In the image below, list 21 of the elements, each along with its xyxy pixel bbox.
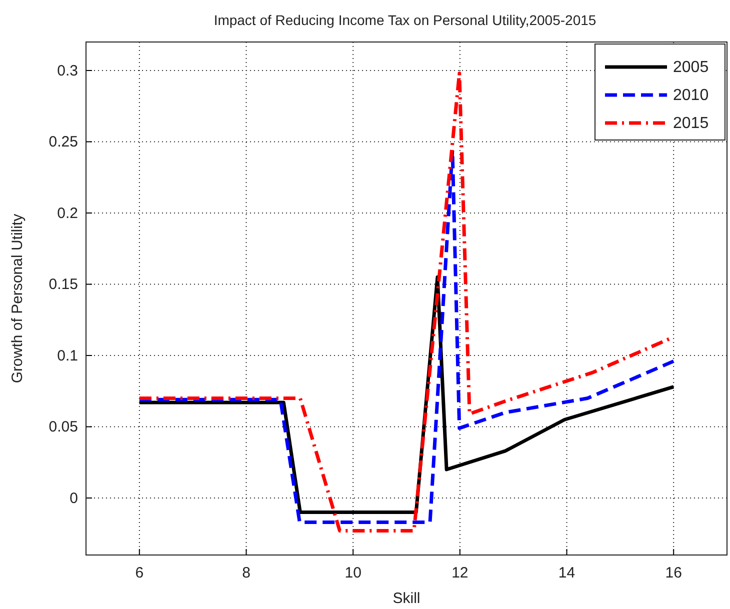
y-tick-label: 0.3	[57, 62, 78, 80]
y-tick-label: 0	[70, 490, 78, 507]
y-tick-label: 0.15	[48, 276, 78, 294]
legend-label: 2005	[673, 59, 709, 76]
y-tick-label: 0.2	[57, 204, 78, 222]
x-tick-label: 10	[344, 564, 362, 582]
x-tick-label: 16	[665, 564, 682, 582]
x-axis-title: Skill	[392, 590, 420, 607]
y-tick-label: 0.25	[48, 134, 78, 151]
y-axis-title: Growth of Personal Utility	[9, 213, 26, 384]
legend-label: 2010	[673, 87, 709, 104]
line-series	[138, 148, 676, 524]
legend-label: 2015	[673, 115, 709, 132]
x-tick-label: 12	[452, 564, 468, 582]
y-tick-label: 0.1	[57, 347, 78, 364]
x-tick-label: 14	[558, 564, 576, 582]
line-series	[138, 72, 676, 533]
x-tick-label: 8	[242, 564, 250, 582]
chart-title: Impact of Reducing Income Tax on Personal Utility,2005-2015	[214, 12, 596, 28]
y-tick-label: 0.05	[48, 418, 78, 436]
x-tick-label: 6	[135, 564, 144, 582]
